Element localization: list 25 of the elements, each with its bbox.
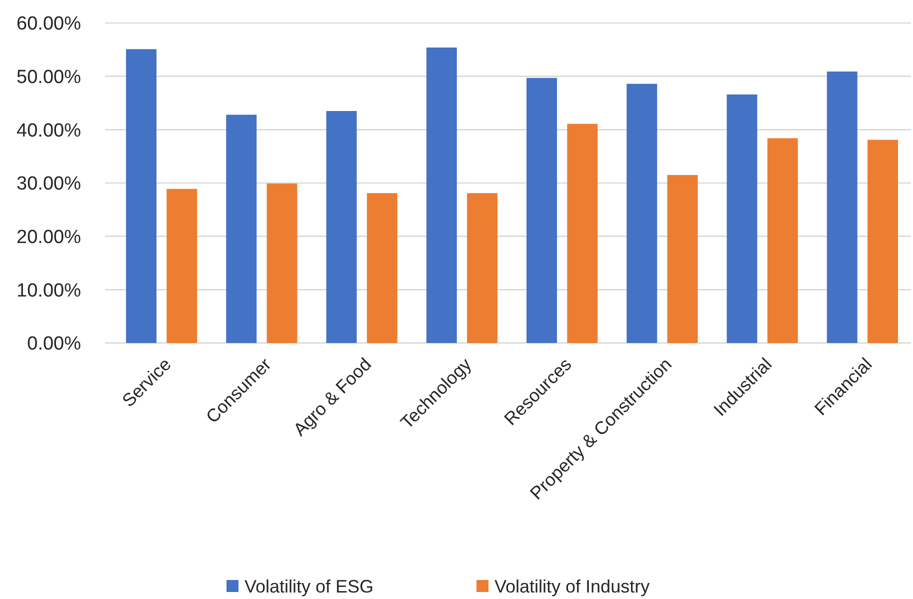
bar (467, 193, 498, 343)
bar (366, 193, 398, 343)
bar (526, 78, 557, 343)
y-tick-label: 10.00% (16, 280, 82, 302)
y-tick-label: 0.00% (27, 334, 82, 355)
bar (726, 94, 758, 343)
y-tick-label: 50.00% (16, 66, 82, 88)
bar (226, 114, 257, 343)
bar (626, 84, 658, 343)
bar (767, 138, 798, 343)
bar (266, 184, 298, 343)
bar (868, 140, 898, 343)
legend-label: Volatility of ESG (244, 576, 374, 596)
legend-label: Volatility of Industry (494, 576, 650, 596)
bar (567, 124, 598, 343)
y-tick-label: 30.00% (16, 174, 82, 195)
bar (126, 49, 156, 343)
bar (826, 72, 858, 343)
bar (667, 175, 698, 343)
y-tick-label: 20.00% (16, 226, 82, 248)
bar (326, 111, 357, 343)
y-tick-label: 60.00% (16, 14, 82, 35)
bar (426, 48, 457, 343)
y-tick-label: 40.00% (16, 120, 82, 142)
bar (166, 188, 198, 343)
